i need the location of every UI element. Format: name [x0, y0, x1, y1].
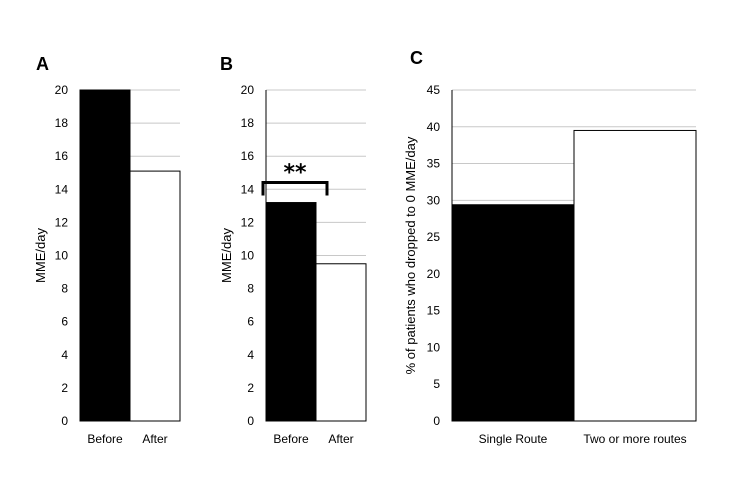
- y-tick-label: 0: [61, 414, 68, 428]
- y-tick-label: 0: [247, 414, 254, 428]
- x-category-label: After: [328, 432, 353, 446]
- y-tick-label: 5: [433, 377, 440, 391]
- significance-bracket: [261, 181, 329, 196]
- bar-before: [79, 89, 131, 422]
- y-tick-label: 16: [55, 149, 69, 163]
- y-tick-label: 14: [55, 182, 69, 196]
- y-tick-label: 15: [427, 304, 441, 318]
- y-axis-title: % of patients who dropped to 0 MME/day: [403, 136, 418, 374]
- y-tick-label: 10: [241, 249, 255, 263]
- y-tick-label: 6: [61, 315, 68, 329]
- y-axis-title: MME/day: [33, 228, 48, 283]
- y-tick-label: 40: [427, 120, 441, 134]
- x-category-label: Two or more routes: [583, 432, 686, 446]
- bar-single-route: [451, 204, 575, 422]
- y-tick-label: 25: [427, 230, 441, 244]
- y-tick-label: 18: [241, 116, 255, 130]
- significance-label: **: [283, 161, 307, 186]
- y-tick-label: 4: [247, 348, 254, 362]
- panel-b: 0 2 4 6 8 10 12 14 16 18 20 Before After MME/day B **: [219, 54, 367, 446]
- y-axis-title: MME/day: [219, 228, 234, 283]
- panel-letter: A: [36, 54, 49, 74]
- bar-after: [315, 263, 367, 422]
- x-category-label: After: [142, 432, 167, 446]
- y-tick-label: 6: [247, 315, 254, 329]
- y-tick-label: 20: [55, 83, 69, 97]
- bar-after: [129, 170, 181, 422]
- x-category-label: Single Route: [479, 432, 548, 446]
- y-tick-label: 20: [427, 267, 441, 281]
- y-tick-label: 4: [61, 348, 68, 362]
- y-tick-label: 16: [241, 149, 255, 163]
- x-category-label: Before: [273, 432, 309, 446]
- panel-letter: C: [410, 48, 423, 68]
- panel-c: 0 5 10 15 20 25 30 35 40 45 Single Route Two or mor…: [403, 48, 697, 446]
- y-tick-label: 2: [247, 381, 254, 395]
- y-tick-label: 8: [247, 282, 254, 296]
- panel-a: 0 2 4 6 8 10 12 14 16 18 20 Before After MME/day A: [33, 54, 181, 446]
- y-tick-label: 12: [241, 215, 255, 229]
- panel-letter: B: [220, 54, 233, 74]
- y-tick-label: 2: [61, 381, 68, 395]
- x-category-label: Before: [87, 432, 123, 446]
- y-tick-label: 10: [427, 340, 441, 354]
- y-tick-label: 0: [433, 414, 440, 428]
- bar-before: [265, 202, 317, 422]
- y-tick-label: 30: [427, 193, 441, 207]
- y-tick-label: 18: [55, 116, 69, 130]
- y-tick-label: 35: [427, 157, 441, 171]
- y-tick-label: 12: [55, 215, 69, 229]
- y-tick-label: 8: [61, 282, 68, 296]
- y-tick-label: 45: [427, 83, 441, 97]
- y-tick-label: 20: [241, 83, 255, 97]
- bar-two-or-more-routes: [573, 129, 697, 422]
- y-tick-label: 10: [55, 249, 69, 263]
- y-tick-label: 14: [241, 182, 255, 196]
